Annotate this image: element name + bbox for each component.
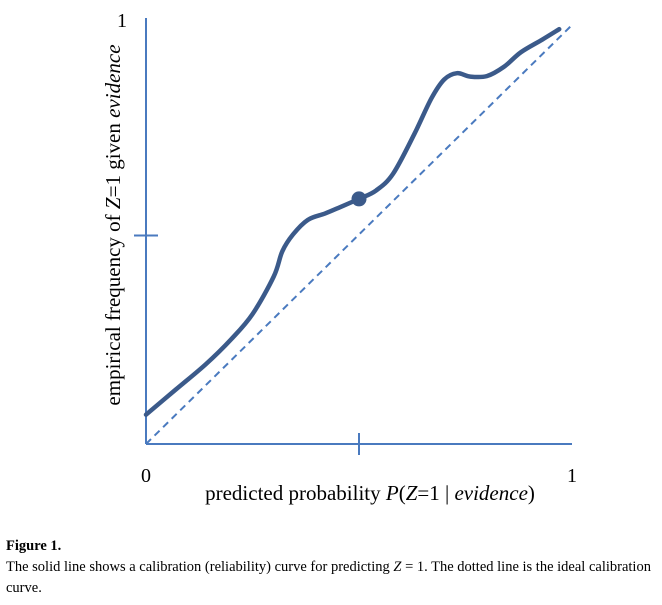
x-axis-label-part-2: ( — [399, 481, 406, 505]
calibration-point-marker-0 — [351, 191, 367, 207]
caption-part-2: = 1. The dotted line is the ideal calibr… — [6, 559, 651, 596]
calibration-chart: 0 11 predicted probability P(Z=1 | eviden… — [101, 10, 577, 505]
y-axis-label-part-1: Z — [101, 197, 125, 209]
figure-caption-text: The solid line shows a calibration (reli… — [6, 559, 651, 596]
y-axis-label: empirical frequency of Z=1 given evidenc… — [101, 44, 125, 405]
figure-caption: Figure 1. The solid line shows a calibra… — [6, 536, 656, 599]
caption-part-1: Z — [393, 559, 402, 575]
caption-part-0: The solid line shows a calibration (reli… — [6, 559, 394, 575]
figure-caption-label: Figure 1. — [6, 538, 62, 554]
x-axis-label: predicted probability P(Z=1 | evidence) — [205, 481, 535, 505]
x-tick-label-1: 1 — [567, 465, 577, 487]
y-axis-label-part-2: =1 given — [101, 118, 125, 198]
series-layer — [143, 24, 573, 445]
x-axis-label-part-0: predicted probability — [205, 481, 386, 505]
x-axis-label-part-1: P — [385, 481, 399, 505]
x-axis-label-part-6: ) — [528, 481, 535, 505]
x-axis-label-part-4: =1 | — [417, 481, 454, 505]
x-tick-label-0: 0 — [141, 465, 151, 487]
ideal-calibration-line — [145, 24, 573, 445]
tick-marks — [134, 234, 360, 455]
y-axis-label-part-3: evidence — [101, 44, 125, 117]
y-tick-label-0: 1 — [117, 10, 127, 32]
tick-labels: 0 1 1 — [117, 10, 577, 487]
x-axis-label-part-5: evidence — [454, 481, 527, 505]
y-axis-label-part-0: empirical frequency of — [101, 209, 125, 406]
x-axis-label-part-3: Z — [406, 481, 418, 505]
calibration-curve — [143, 26, 562, 417]
